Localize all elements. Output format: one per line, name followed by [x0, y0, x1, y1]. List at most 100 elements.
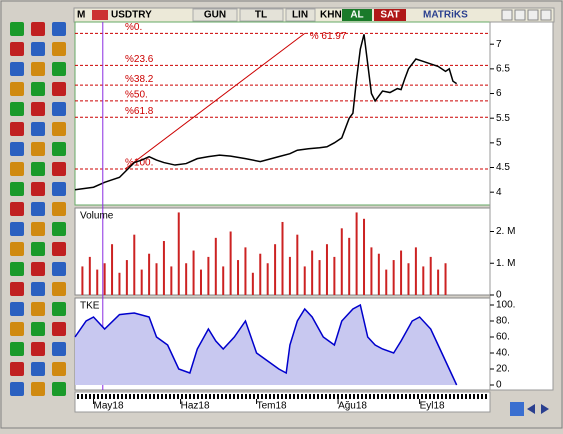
period-button[interactable]: GUN — [204, 10, 226, 21]
tool-icon[interactable] — [31, 82, 45, 96]
symbol[interactable]: USDTRY — [111, 10, 152, 21]
scale-button[interactable]: LIN — [292, 10, 308, 21]
price-panel — [74, 21, 491, 206]
date-strip — [469, 394, 471, 399]
tool-icon[interactable] — [31, 302, 45, 316]
tool-icon[interactable] — [31, 322, 45, 336]
tool-icon[interactable] — [10, 122, 24, 136]
tool-icon[interactable] — [31, 162, 45, 176]
tool-icon[interactable] — [52, 162, 66, 176]
date-strip — [77, 394, 79, 399]
tool-icon[interactable] — [31, 242, 45, 256]
volume-bar — [355, 212, 358, 295]
tool-icon[interactable] — [52, 262, 66, 276]
tool-icon[interactable] — [10, 102, 24, 116]
volume-bar — [370, 247, 373, 295]
tool-icon[interactable] — [10, 202, 24, 216]
buy-button[interactable]: AL — [350, 10, 363, 21]
scroll-right[interactable] — [541, 404, 549, 414]
volume-bar — [140, 269, 143, 295]
tool-icon[interactable] — [31, 262, 45, 276]
tool-icon[interactable] — [10, 82, 24, 96]
tool-icon[interactable] — [52, 362, 66, 376]
tool-icon[interactable] — [31, 222, 45, 236]
tool-icon[interactable] — [52, 202, 66, 216]
y-tick-label: 1. M — [496, 258, 515, 269]
tool-icon[interactable] — [31, 22, 45, 36]
tool-icon[interactable] — [52, 22, 66, 36]
volume-bar — [259, 253, 262, 295]
date-strip — [185, 394, 187, 399]
tool-icon[interactable] — [31, 342, 45, 356]
win-button[interactable] — [527, 9, 539, 21]
tool-icon[interactable] — [10, 242, 24, 256]
fib-label: %38.2 — [125, 74, 154, 85]
tool-icon[interactable] — [52, 82, 66, 96]
tool-icon[interactable] — [10, 142, 24, 156]
tool-icon[interactable] — [31, 62, 45, 76]
scale-button-bg — [285, 8, 316, 22]
tool-icon[interactable] — [10, 162, 24, 176]
date-strip — [401, 394, 403, 399]
tool-icon[interactable] — [10, 22, 24, 36]
currency-button[interactable]: TL — [255, 10, 267, 21]
tool-icon[interactable] — [10, 302, 24, 316]
tool-icon[interactable] — [10, 282, 24, 296]
tool-icon[interactable] — [52, 302, 66, 316]
tool-icon[interactable] — [31, 102, 45, 116]
y-tick-label: 100. — [496, 300, 515, 311]
tool-icon[interactable] — [31, 202, 45, 216]
brand: MATRiKS — [423, 10, 468, 21]
sell-button[interactable]: SAT — [380, 10, 399, 21]
volume-bar — [303, 266, 306, 295]
tool-icon[interactable] — [10, 322, 24, 336]
volume-bar — [266, 263, 269, 295]
tool-icon[interactable] — [10, 222, 24, 236]
date-strip — [265, 394, 267, 399]
tool-icon[interactable] — [10, 342, 24, 356]
date-strip — [393, 394, 395, 399]
date-strip — [437, 394, 439, 399]
tool-icon[interactable] — [52, 342, 66, 356]
date-strip — [361, 394, 363, 399]
tool-icon[interactable] — [52, 182, 66, 196]
tool-icon[interactable] — [31, 362, 45, 376]
date-strip — [245, 394, 247, 399]
date-strip — [397, 394, 399, 399]
tool-icon[interactable] — [52, 122, 66, 136]
tool-icon[interactable] — [10, 262, 24, 276]
volume-bar — [377, 253, 380, 295]
tool-icon[interactable] — [10, 362, 24, 376]
tool-icon[interactable] — [31, 282, 45, 296]
win-button[interactable] — [514, 9, 526, 21]
khn-button[interactable]: KHN — [320, 10, 342, 21]
panel-title: Volume — [80, 211, 114, 222]
close-button[interactable] — [540, 9, 552, 21]
tool-icon[interactable] — [10, 382, 24, 396]
tool-icon[interactable] — [52, 322, 66, 336]
tool-icon[interactable] — [52, 142, 66, 156]
refresh-button[interactable] — [510, 402, 524, 416]
tool-icon[interactable] — [52, 102, 66, 116]
tool-icon[interactable] — [31, 382, 45, 396]
tool-icon[interactable] — [52, 222, 66, 236]
date-strip — [329, 394, 331, 399]
win-button[interactable] — [501, 9, 513, 21]
tool-icon[interactable] — [52, 42, 66, 56]
scroll-left[interactable] — [527, 404, 535, 414]
menu-button[interactable]: M — [77, 10, 85, 21]
tool-icon[interactable] — [52, 62, 66, 76]
tool-icon[interactable] — [52, 282, 66, 296]
tool-icon[interactable] — [10, 42, 24, 56]
tool-icon[interactable] — [10, 182, 24, 196]
tool-icon[interactable] — [52, 242, 66, 256]
tool-icon[interactable] — [10, 62, 24, 76]
date-strip — [341, 394, 343, 399]
tool-icon[interactable] — [31, 42, 45, 56]
tool-icon[interactable] — [31, 122, 45, 136]
tool-icon[interactable] — [52, 382, 66, 396]
tool-icon[interactable] — [31, 142, 45, 156]
tool-icon[interactable] — [31, 182, 45, 196]
